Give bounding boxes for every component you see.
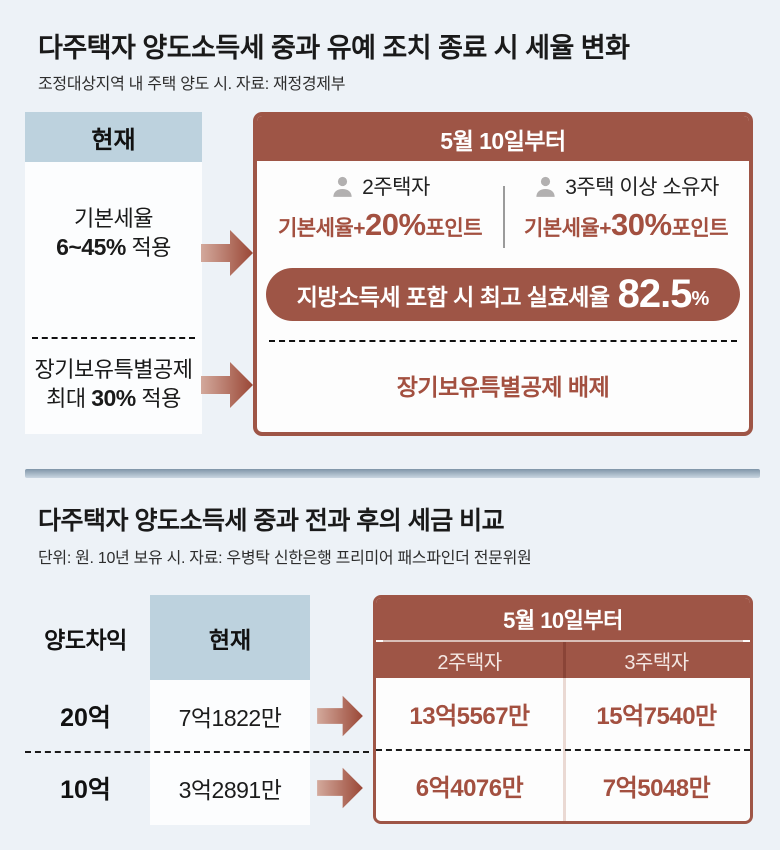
after-panel-header: 5월 10일부터 [257, 116, 749, 161]
ltsd-suffix: 적용 [135, 386, 181, 411]
basic-rate-suffix: 적용 [125, 235, 171, 260]
rate-value: 30% [611, 207, 672, 242]
section2-subtitle: 단위: 원. 10년 보유 시. 자료: 우병탁 신한은행 프리미어 패스파인더… [38, 550, 532, 567]
current-tax-20: 7억1822만 [178, 705, 282, 731]
current-column-header: 현재 [150, 595, 310, 680]
after-table-subheader: 2주택자 3주택자 [376, 642, 750, 678]
rate-prefix: 기본세율+ [523, 217, 612, 240]
current-box-header: 현재 [25, 112, 202, 162]
arrow-right-icon [201, 230, 253, 276]
rate-prefix: 기본세율+ [277, 217, 366, 240]
dashed-separator [25, 751, 369, 753]
current-rate-box: 현재 기본세율 6~45% 적용 장기보유특별공제 최대 30% 적용 [25, 112, 202, 434]
section2-title: 다주택자 양도소득세 중과 전과 후의 세금 비교 [38, 507, 505, 535]
dashed-separator [269, 340, 737, 342]
after-may10-panel: 5월 10일부터 2주택자 기본세율+20%포인트 [253, 112, 753, 436]
basic-rate-value: 6~45% [56, 234, 126, 260]
owner-two-rate: 기본세율+20%포인트 [277, 207, 483, 243]
subheader-three-homes: 3주택자 [624, 651, 689, 674]
owner-two-label-row: 2주택자 [330, 171, 430, 201]
owner-three-label: 3주택 이상 소유자 [565, 176, 719, 199]
ltsd-prefix: 최대 [46, 386, 92, 411]
arrow-right-icon [317, 767, 363, 809]
ltsd-exclusion-text: 장기보유특별공제 배제 [396, 374, 610, 400]
person-icon [333, 176, 352, 197]
section1-subtitle: 조정대상지역 내 주택 양도 시. 자료: 재정경제부 [38, 76, 346, 93]
person-icon [536, 176, 555, 197]
after-table-header: 5월 10일부터 [376, 598, 750, 640]
owner-columns: 2주택자 기본세율+20%포인트 3주택 이상 소유자 기본세율+30%포인트 [257, 171, 749, 271]
after-table-body: 13억5567만 15억7540만 6억4076만 7억5048만 [376, 678, 750, 821]
ltsd-text: 장기보유특별공제 최대 30% 적용 [25, 355, 202, 413]
vertical-divider [503, 186, 505, 248]
gain-row-20: 20억 [60, 704, 111, 732]
owner-two-label: 2주택자 [362, 176, 430, 199]
rate-suffix: 포인트 [425, 217, 483, 240]
subheader-two-homes: 2주택자 [437, 651, 502, 674]
ltsd-value: 30% [91, 385, 136, 411]
after-may10-table: 5월 10일부터 2주택자 3주택자 13억5567만 15억7540만 6억4… [373, 595, 753, 824]
tax-20-two-homes: 13억5567만 [409, 703, 530, 730]
header-separator-line [383, 640, 743, 642]
dashed-separator [376, 749, 750, 751]
owner-three-homes: 3주택 이상 소유자 기본세율+30%포인트 [503, 171, 749, 271]
rate-value: 20% [365, 207, 426, 242]
arrow-right-icon [317, 695, 363, 737]
pill-text: 지방소득세 포함 시 최고 실효세율 [296, 283, 610, 310]
owner-three-rate: 기본세율+30%포인트 [523, 207, 729, 243]
current-tax-column: 현재 7억1822만 3억2891만 [150, 595, 310, 825]
basic-rate-line1: 기본세율 [74, 206, 153, 231]
vertical-divider [563, 642, 566, 678]
tax-20-three-homes: 15억7540만 [596, 703, 717, 730]
dashed-separator [32, 337, 195, 339]
current-tax-10: 3억2891만 [178, 777, 282, 803]
pill-value: 82.5 [617, 272, 693, 316]
gain-column-header: 양도차익 [44, 626, 127, 653]
owner-two-homes: 2주택자 기본세율+20%포인트 [257, 171, 503, 271]
effective-rate-pill: 지방소득세 포함 시 최고 실효세율 82.5 % [266, 268, 740, 321]
basic-rate-text: 기본세율 6~45% 적용 [25, 204, 202, 262]
current-box-body: 기본세율 6~45% 적용 장기보유특별공제 최대 30% 적용 [25, 162, 202, 434]
rate-suffix: 포인트 [671, 217, 729, 240]
arrow-right-icon [201, 362, 253, 408]
ltsd-line1: 장기보유특별공제 [34, 357, 193, 382]
tax-10-two-homes: 6억4076만 [415, 774, 524, 802]
pill-unit: % [691, 288, 710, 310]
tax-10-three-homes: 7억5048만 [602, 774, 711, 802]
section-divider-bar [25, 469, 760, 478]
gain-row-10: 10억 [60, 776, 111, 804]
owner-three-label-row: 3주택 이상 소유자 [533, 171, 719, 201]
section1-title: 다주택자 양도소득세 중과 유예 조치 종료 시 세율 변화 [38, 33, 630, 63]
